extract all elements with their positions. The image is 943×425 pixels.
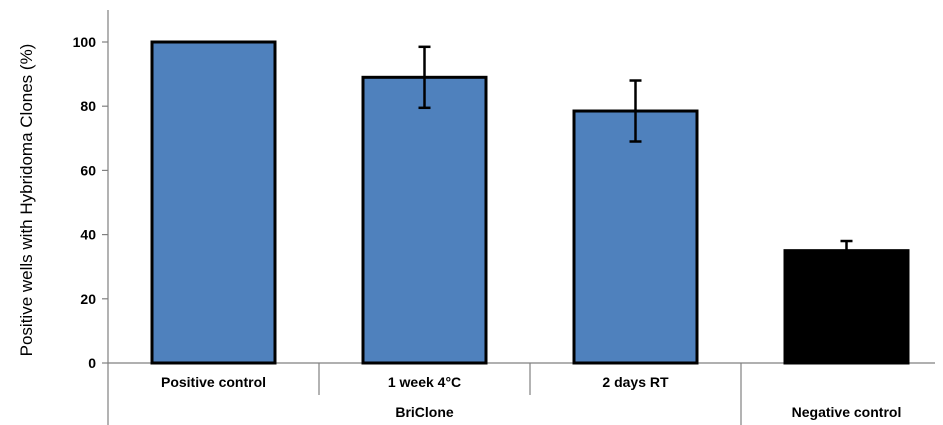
y-tick-label: 80 bbox=[80, 98, 96, 114]
y-tick-label: 20 bbox=[80, 291, 96, 307]
bar bbox=[150, 40, 277, 365]
bar bbox=[572, 109, 699, 365]
category-label: Negative control bbox=[792, 404, 902, 420]
y-tick-label: 40 bbox=[80, 227, 96, 243]
y-axis-title: Positive wells with Hybridoma Clones (%) bbox=[17, 44, 36, 357]
category-label: 2 days RT bbox=[602, 374, 669, 390]
category-labels: Positive control 1 week 4°C 2 days RT Negat… bbox=[161, 374, 901, 420]
y-tick-label: 100 bbox=[73, 34, 97, 50]
bar bbox=[783, 249, 910, 365]
group-label: BriClone bbox=[395, 404, 454, 420]
y-tick-label: 60 bbox=[80, 162, 96, 178]
bar bbox=[361, 75, 488, 365]
category-label: Positive control bbox=[161, 374, 266, 390]
category-label: 1 week 4°C bbox=[388, 374, 461, 390]
y-tick-label: 0 bbox=[88, 355, 96, 371]
y-axis-title-group: Positive wells with Hybridoma Clones (%) bbox=[17, 44, 36, 357]
bars bbox=[150, 40, 910, 365]
